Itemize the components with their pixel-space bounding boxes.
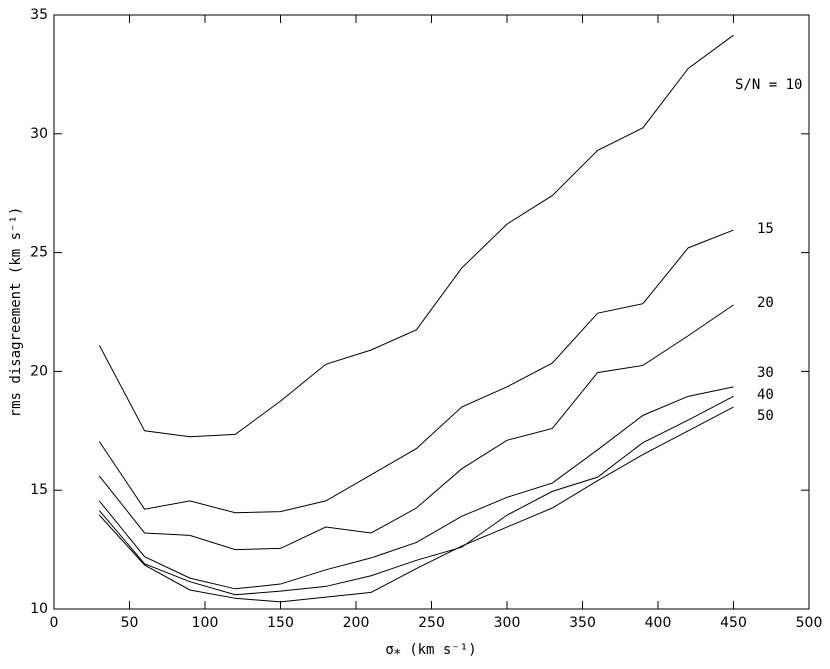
- x-tick-label: 150: [267, 615, 294, 631]
- y-tick-label: 20: [30, 363, 48, 379]
- series-label: S/N = 10: [735, 77, 802, 93]
- x-tick-label: 450: [720, 615, 747, 631]
- y-tick-label: 15: [30, 482, 48, 498]
- series-line: [98, 386, 734, 590]
- x-tick-label: 500: [796, 615, 823, 631]
- y-tick-label: 10: [30, 601, 48, 617]
- series-line: [98, 395, 734, 596]
- y-tick-label: 25: [30, 245, 48, 261]
- series-label: 30: [757, 365, 774, 381]
- x-tick-label: 100: [192, 615, 219, 631]
- x-tick-label: 400: [645, 615, 672, 631]
- x-tick-label: 350: [569, 615, 596, 631]
- x-tick-label: 250: [418, 615, 445, 631]
- y-tick-label: 35: [30, 7, 48, 23]
- series-label: 50: [757, 408, 774, 424]
- x-tick-label: 200: [343, 615, 370, 631]
- series-line: [98, 229, 734, 514]
- series-label: 15: [757, 221, 774, 237]
- series-line: [98, 304, 734, 551]
- series-label: 40: [757, 387, 774, 403]
- x-tick-label: 50: [121, 615, 139, 631]
- x-axis-label: σ⁎ (km s⁻¹): [385, 642, 476, 658]
- x-tick-label: 300: [494, 615, 521, 631]
- plot-frame: [53, 14, 810, 610]
- series-line: [98, 406, 734, 603]
- y-axis-label: rms disagreement (km s⁻¹): [8, 207, 24, 418]
- x-tick-label: 0: [50, 615, 59, 631]
- series-line: [98, 34, 734, 438]
- series-label: 20: [757, 295, 774, 311]
- y-tick-label: 30: [30, 126, 48, 142]
